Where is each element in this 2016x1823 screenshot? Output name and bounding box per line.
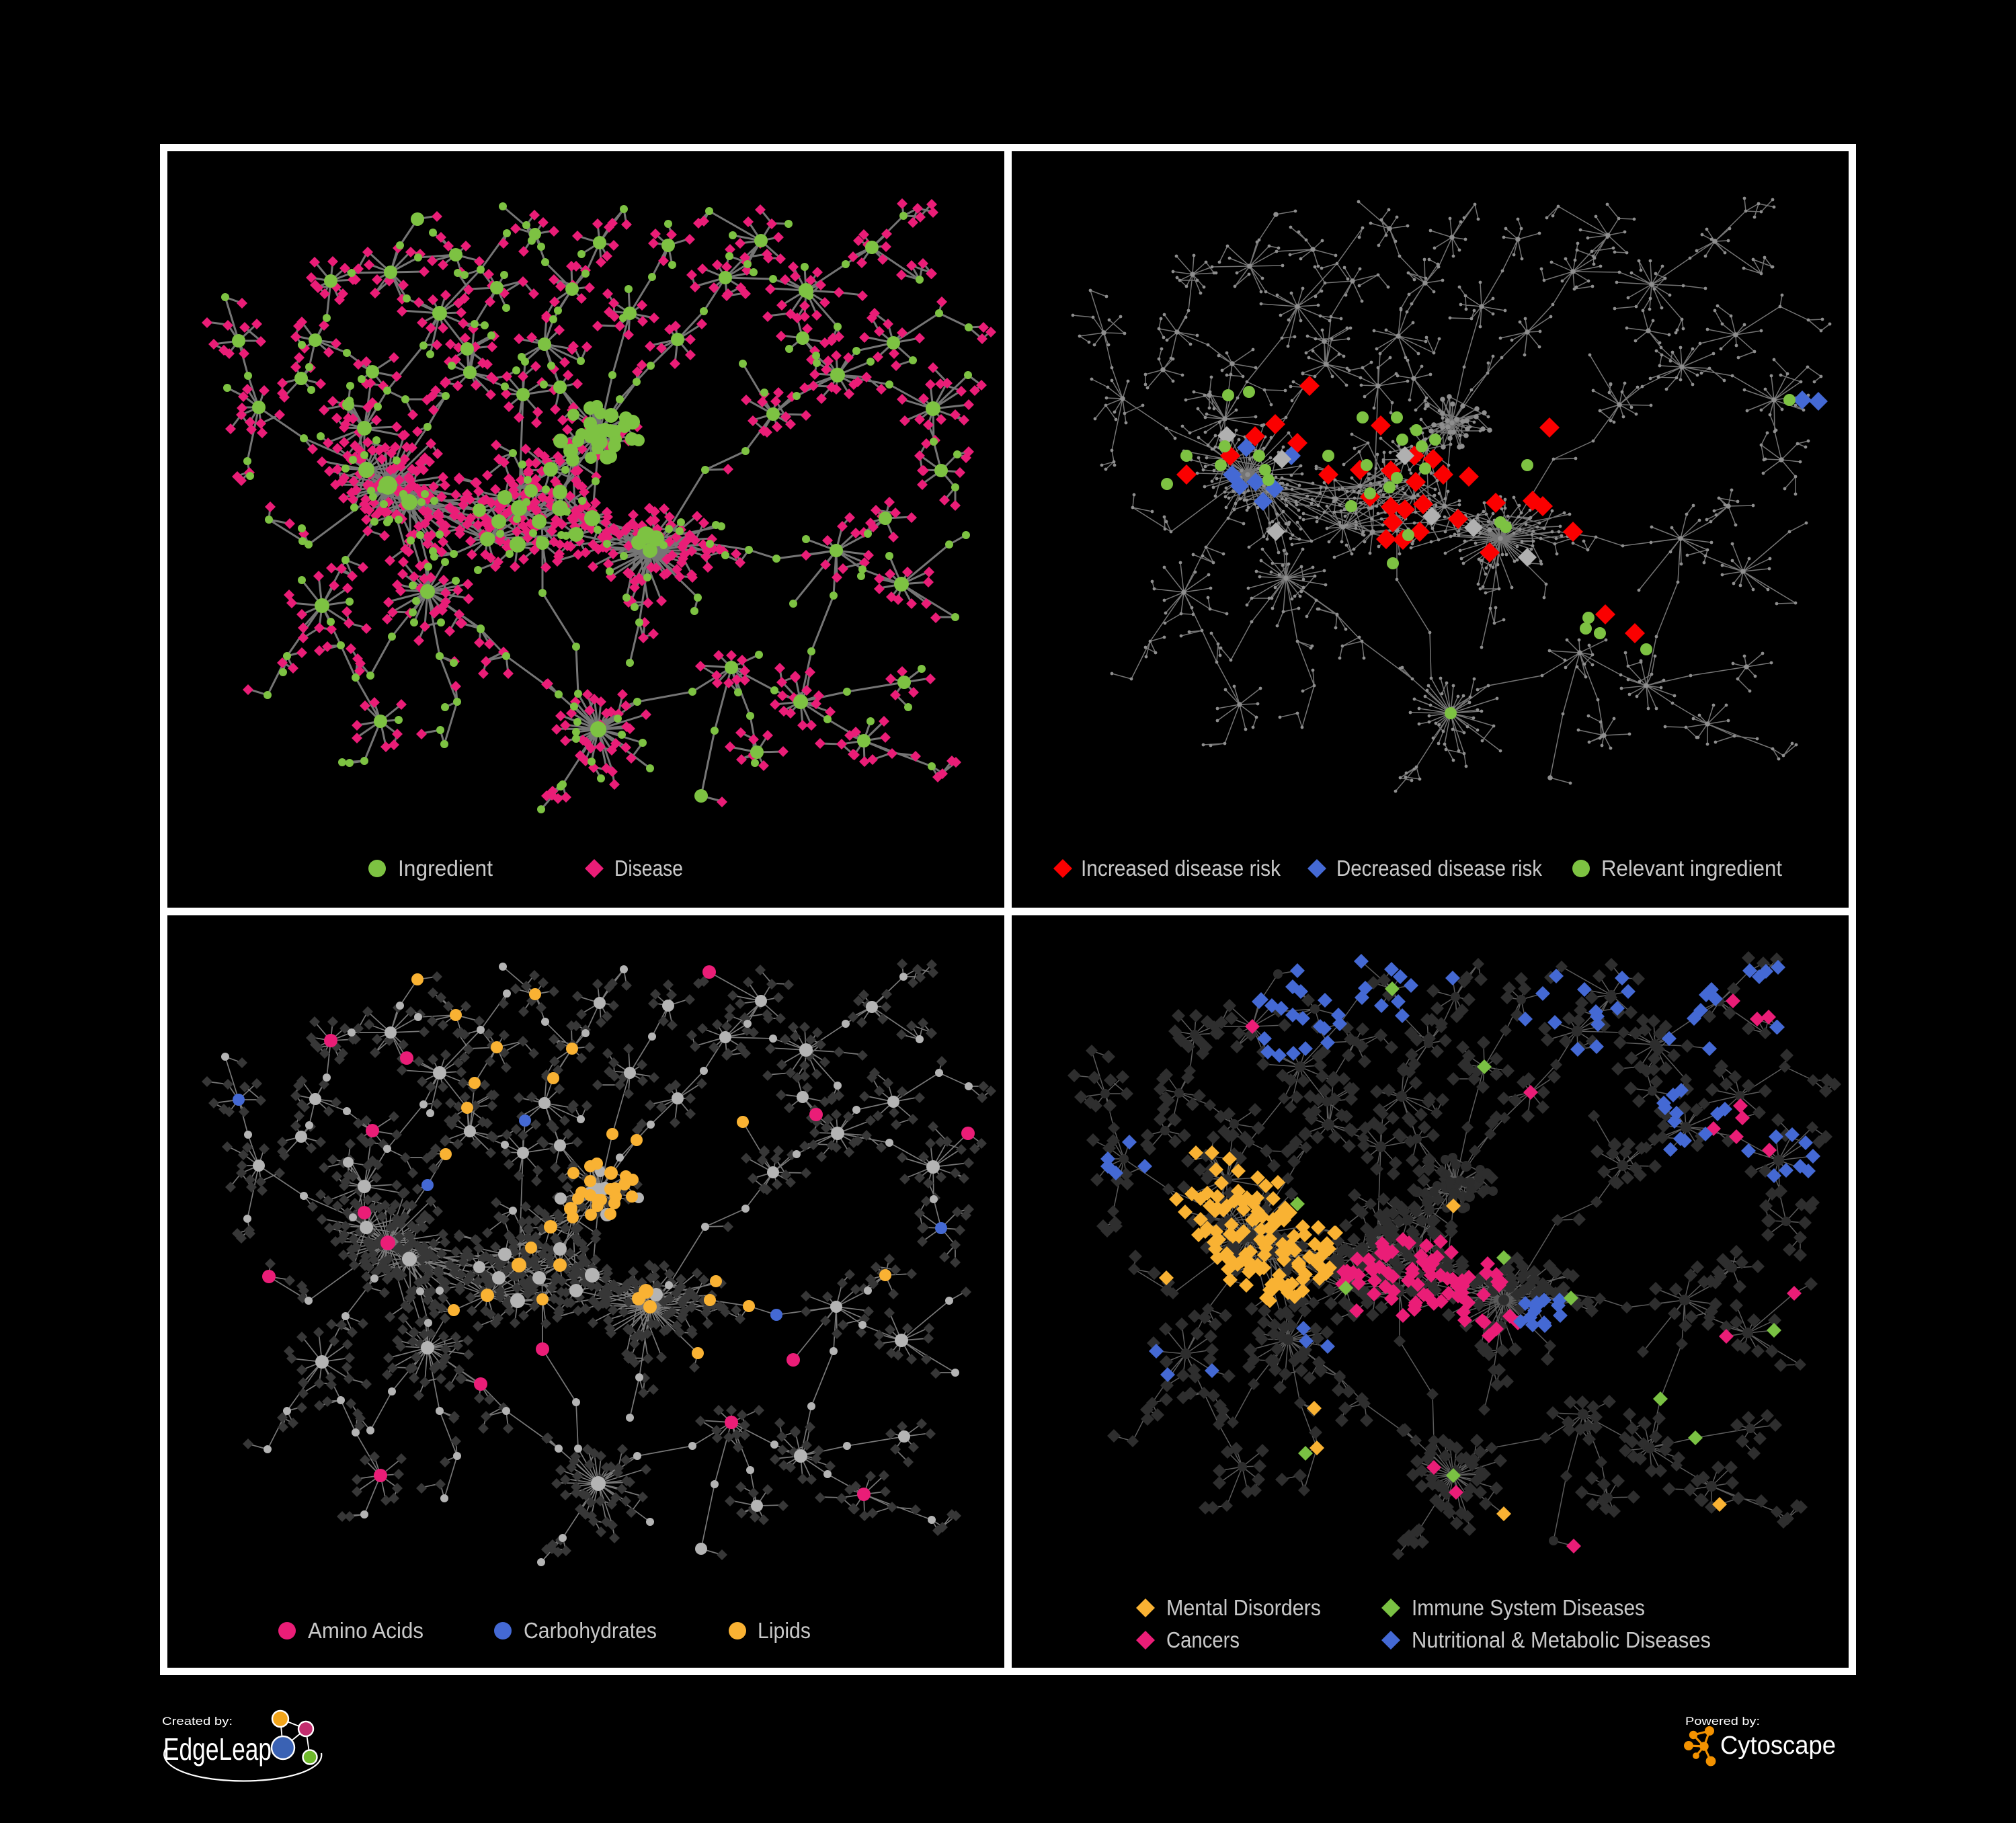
svg-text:Lipids: Lipids bbox=[758, 1618, 811, 1643]
svg-text:Increased disease risk: Increased disease risk bbox=[1081, 856, 1281, 881]
svg-text:Carbohydrates: Carbohydrates bbox=[524, 1618, 657, 1643]
svg-text:Powered by:: Powered by: bbox=[1685, 1715, 1760, 1728]
svg-text:Mental Disorders: Mental Disorders bbox=[1166, 1595, 1321, 1620]
svg-text:Cancers: Cancers bbox=[1166, 1627, 1240, 1652]
svg-text:Disease: Disease bbox=[614, 856, 683, 881]
svg-text:Relevant ingredient: Relevant ingredient bbox=[1601, 856, 1782, 881]
svg-text:Immune System Diseases: Immune System Diseases bbox=[1412, 1595, 1645, 1620]
svg-text:EdgeLeap: EdgeLeap bbox=[163, 1732, 272, 1767]
svg-text:Nutritional & Metabolic Diseas: Nutritional & Metabolic Diseases bbox=[1412, 1627, 1711, 1652]
svg-text:Amino Acids: Amino Acids bbox=[308, 1618, 424, 1643]
svg-text:Ingredient: Ingredient bbox=[398, 856, 493, 881]
svg-text:Cytoscape: Cytoscape bbox=[1720, 1732, 1836, 1760]
svg-text:Decreased disease risk: Decreased disease risk bbox=[1336, 856, 1542, 881]
svg-text:Created by:: Created by: bbox=[162, 1715, 233, 1728]
